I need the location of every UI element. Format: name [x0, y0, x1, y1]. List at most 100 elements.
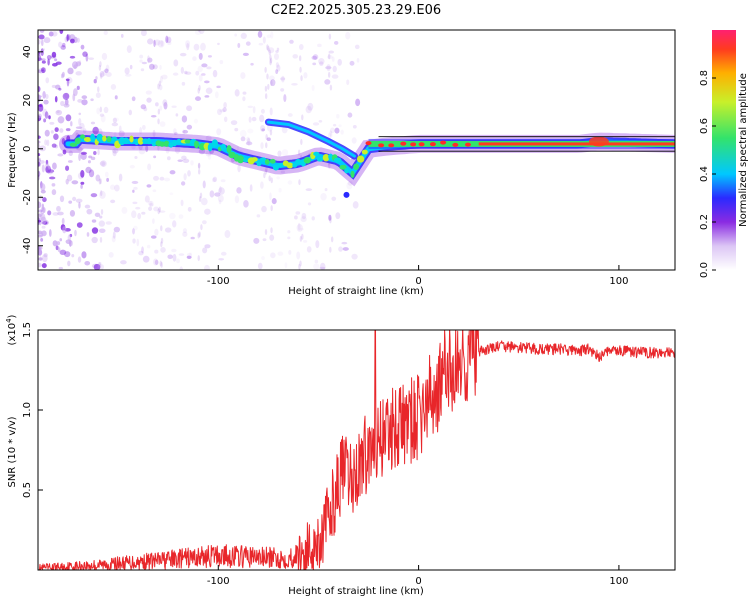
noise-speckle [266, 137, 271, 141]
ridge-blob [356, 155, 365, 163]
noise-speckle [352, 201, 359, 209]
noise-speckle [99, 71, 105, 78]
noise-speckle [204, 95, 210, 98]
noise-speckle [64, 251, 71, 258]
noise-speckle [153, 155, 157, 159]
noise-speckle [214, 192, 221, 197]
noise-speckle [38, 104, 43, 107]
noise-speckle [55, 61, 62, 65]
noise-speckle [206, 66, 212, 70]
noise-speckle [145, 90, 152, 95]
noise-speckle [75, 71, 82, 76]
noise-speckle [65, 78, 70, 82]
noise-speckle [256, 214, 261, 218]
carrier-blob [410, 142, 417, 147]
ridge-blob [236, 155, 245, 164]
noise-speckle [38, 262, 42, 268]
noise-speckle [207, 55, 212, 58]
carrier-blob [378, 143, 385, 148]
noise-streak [266, 73, 269, 80]
noise-speckle [140, 68, 145, 72]
noise-speckle [246, 136, 250, 143]
noise-streak [160, 237, 164, 244]
noise-speckle [331, 196, 337, 201]
noise-streak [159, 260, 162, 267]
noise-speckle [338, 246, 343, 252]
noise-speckle [82, 51, 88, 57]
snr-plot-area [38, 330, 675, 570]
noise-speckle [43, 118, 47, 123]
ridge-blob [259, 157, 267, 163]
noise-speckle [276, 47, 280, 51]
noise-speckle [139, 127, 143, 135]
noise-streak [265, 166, 268, 173]
noise-streak [97, 149, 100, 156]
noise-speckle [273, 53, 280, 60]
noise-speckle [38, 220, 42, 223]
noise-speckle [340, 129, 344, 135]
colorbar: 0.0 0.2 0.4 0.6 0.8 Normalized spectral ampl… [699, 30, 749, 278]
noise-speckle [331, 56, 335, 62]
noise-speckle [76, 222, 83, 228]
noise-speckle [325, 66, 332, 70]
noise-speckle [45, 166, 49, 173]
noise-speckle [283, 94, 287, 102]
noise-speckle [48, 31, 54, 37]
noise-speckle [169, 212, 176, 220]
noise-speckle [262, 36, 266, 44]
noise-speckle [186, 252, 193, 259]
noise-speckle [291, 83, 298, 86]
noise-streak [197, 255, 200, 262]
noise-speckle [179, 52, 187, 57]
noise-streak [197, 232, 200, 239]
noise-speckle [240, 72, 246, 80]
noise-streak [197, 162, 201, 169]
noise-speckle [52, 162, 57, 170]
noise-speckle [69, 55, 76, 59]
noise-streak [158, 80, 162, 87]
noise-speckle [200, 42, 206, 51]
noise-streak [198, 231, 201, 238]
noise-speckle [132, 238, 136, 244]
noise-speckle [47, 168, 54, 175]
noise-speckle [50, 130, 54, 134]
noise-streak [263, 172, 266, 179]
noise-speckle [93, 263, 101, 270]
noise-speckle [141, 211, 146, 215]
noise-speckle [41, 164, 45, 173]
noise-speckle [147, 163, 152, 171]
noise-speckle [276, 64, 281, 72]
noise-speckle [171, 248, 177, 253]
noise-speckle [113, 226, 121, 233]
noise-streak [267, 83, 270, 90]
noise-speckle [38, 257, 43, 261]
noise-speckle [48, 176, 56, 180]
noise-speckle [342, 247, 349, 251]
noise-speckle [75, 126, 83, 129]
noise-speckle [71, 253, 75, 258]
noise-speckle [287, 180, 293, 185]
ridge-blob [333, 157, 342, 163]
noise-speckle [242, 52, 249, 56]
noise-speckle [68, 150, 73, 157]
noise-speckle [56, 205, 61, 212]
noise-speckle [41, 254, 48, 263]
noise-speckle [138, 148, 146, 155]
noise-speckle [327, 54, 333, 60]
noise-speckle [112, 117, 118, 124]
noise-speckle [149, 200, 154, 207]
noise-streak [327, 53, 331, 60]
noise-speckle [148, 206, 153, 211]
carrier-blob [440, 140, 447, 145]
ridge-blob [228, 151, 236, 159]
noise-speckle [237, 42, 241, 49]
noise-speckle [145, 145, 149, 153]
noise-streak [329, 217, 332, 224]
noise-speckle [186, 124, 193, 130]
noise-speckle [67, 67, 74, 75]
noise-speckle [78, 112, 82, 116]
noise-speckle [121, 206, 128, 214]
noise-speckle [153, 175, 160, 181]
noise-speckle [46, 139, 50, 147]
noise-speckle [303, 72, 308, 79]
